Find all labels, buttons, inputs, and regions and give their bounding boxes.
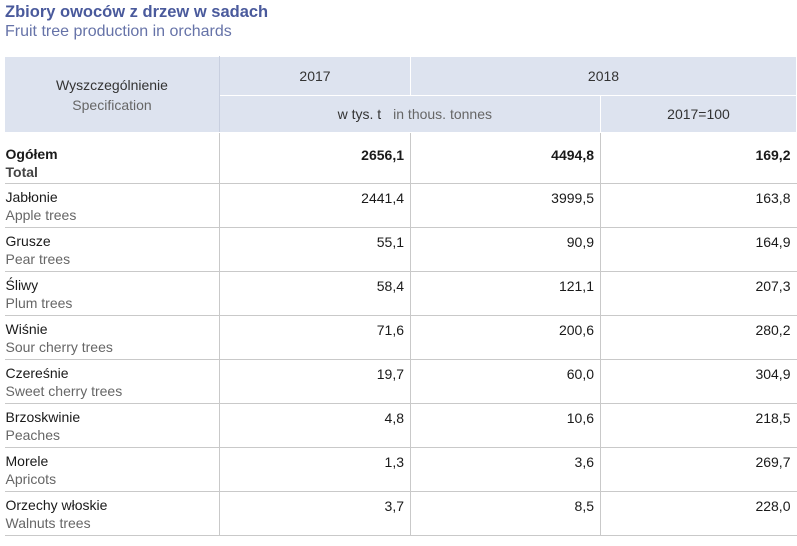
- header-unit-en: in thous. tonnes: [393, 106, 492, 122]
- row-name: Grusze Pear trees: [4, 227, 220, 272]
- row-name: Czereśnie Sweet cherry trees: [4, 359, 220, 404]
- table-row: Grusze Pear trees 55,1 90,9 164,9: [4, 227, 797, 272]
- header-year-2018: 2018: [410, 56, 797, 96]
- row-name: Morele Apricots: [4, 447, 220, 492]
- row-name-pl: Morele: [5, 453, 49, 469]
- value-2017: 2656,1: [219, 132, 411, 184]
- row-name: Orzechy włoskie Walnuts trees: [4, 491, 220, 536]
- index-2017-100: 228,0: [600, 491, 797, 536]
- index-2017-100: 269,7: [600, 447, 797, 492]
- value-2017: 19,7: [219, 359, 411, 404]
- value-2018: 8,5: [410, 491, 601, 536]
- index-2017-100: 169,2: [600, 132, 797, 184]
- index-2017-100: 207,3: [600, 271, 797, 316]
- row-name: Wiśnie Sour cherry trees: [4, 315, 220, 360]
- row-name-pl: Orzechy włoskie: [5, 497, 108, 513]
- value-2018: 4494,8: [410, 132, 601, 184]
- value-2017: 55,1: [219, 227, 411, 272]
- row-name-en: Total: [5, 163, 38, 180]
- header-spec-pl: Wyszczególnienie: [56, 76, 168, 93]
- row-name-pl: Śliwy: [5, 277, 39, 293]
- value-2018: 90,9: [410, 227, 601, 272]
- table-body: Ogółem Total 2656,1 4494,8 169,2 Jabłonie Appl…: [4, 132, 797, 536]
- index-2017-100: 304,9: [600, 359, 797, 404]
- row-name-en: Peaches: [5, 426, 60, 443]
- row-name-en: Sweet cherry trees: [5, 382, 123, 399]
- index-2017-100: 280,2: [600, 315, 797, 360]
- value-2018: 10,6: [410, 403, 601, 448]
- row-name: Śliwy Plum trees: [4, 271, 220, 316]
- header-spec-en: Specification: [72, 96, 152, 113]
- header-ratio: 2017=100: [600, 95, 797, 133]
- header-unit: w tys. t in thous. tonnes: [219, 95, 601, 133]
- table-row-total: Ogółem Total 2656,1 4494,8 169,2: [4, 132, 797, 184]
- value-2017: 2441,4: [219, 183, 411, 228]
- row-name: Jabłonie Apple trees: [4, 183, 220, 228]
- production-table: Wyszczególnienie Specification 2017 2018…: [4, 56, 797, 536]
- header-specification: Wyszczególnienie Specification: [4, 56, 220, 133]
- value-2017: 1,3: [219, 447, 411, 492]
- row-name-en: Sour cherry trees: [5, 338, 113, 355]
- page-title: Zbiory owoców z drzew w sadach: [5, 3, 269, 21]
- row-name-pl: Grusze: [5, 233, 51, 249]
- row-name-en: Pear trees: [5, 250, 71, 267]
- table-row: Brzoskwinie Peaches 4,8 10,6 218,5: [4, 403, 797, 448]
- row-name-en: Plum trees: [5, 294, 73, 311]
- row-name: Ogółem Total: [4, 132, 220, 184]
- row-name-pl: Wiśnie: [5, 321, 48, 337]
- row-name-en: Walnuts trees: [5, 514, 91, 531]
- table-row: Wiśnie Sour cherry trees 71,6 200,6 280,2: [4, 315, 797, 360]
- value-2017: 58,4: [219, 271, 411, 316]
- page-subtitle: Fruit tree production in orchards: [5, 23, 232, 40]
- value-2018: 3,6: [410, 447, 601, 492]
- row-name-en: Apple trees: [5, 206, 77, 223]
- row-name-pl: Ogółem: [5, 146, 58, 162]
- value-2017: 71,6: [219, 315, 411, 360]
- table-row: Śliwy Plum trees 58,4 121,1 207,3: [4, 271, 797, 316]
- value-2017: 4,8: [219, 403, 411, 448]
- value-2018: 200,6: [410, 315, 601, 360]
- row-name-pl: Brzoskwinie: [5, 409, 81, 425]
- row-name: Brzoskwinie Peaches: [4, 403, 220, 448]
- index-2017-100: 163,8: [600, 183, 797, 228]
- table-row: Jabłonie Apple trees 2441,4 3999,5 163,8: [4, 183, 797, 228]
- table-row: Morele Apricots 1,3 3,6 269,7: [4, 447, 797, 492]
- table-row: Orzechy włoskie Walnuts trees 3,7 8,5 228,0: [4, 491, 797, 536]
- index-2017-100: 218,5: [600, 403, 797, 448]
- row-name-pl: Jabłonie: [5, 189, 58, 205]
- header-unit-pl: w tys. t: [337, 106, 382, 122]
- index-2017-100: 164,9: [600, 227, 797, 272]
- value-2018: 3999,5: [410, 183, 601, 228]
- table-row: Czereśnie Sweet cherry trees 19,7 60,0 304,9: [4, 359, 797, 404]
- header-year-2017: 2017: [219, 56, 411, 96]
- value-2018: 60,0: [410, 359, 601, 404]
- value-2018: 121,1: [410, 271, 601, 316]
- value-2017: 3,7: [219, 491, 411, 536]
- row-name-pl: Czereśnie: [5, 365, 69, 381]
- row-name-en: Apricots: [5, 470, 57, 487]
